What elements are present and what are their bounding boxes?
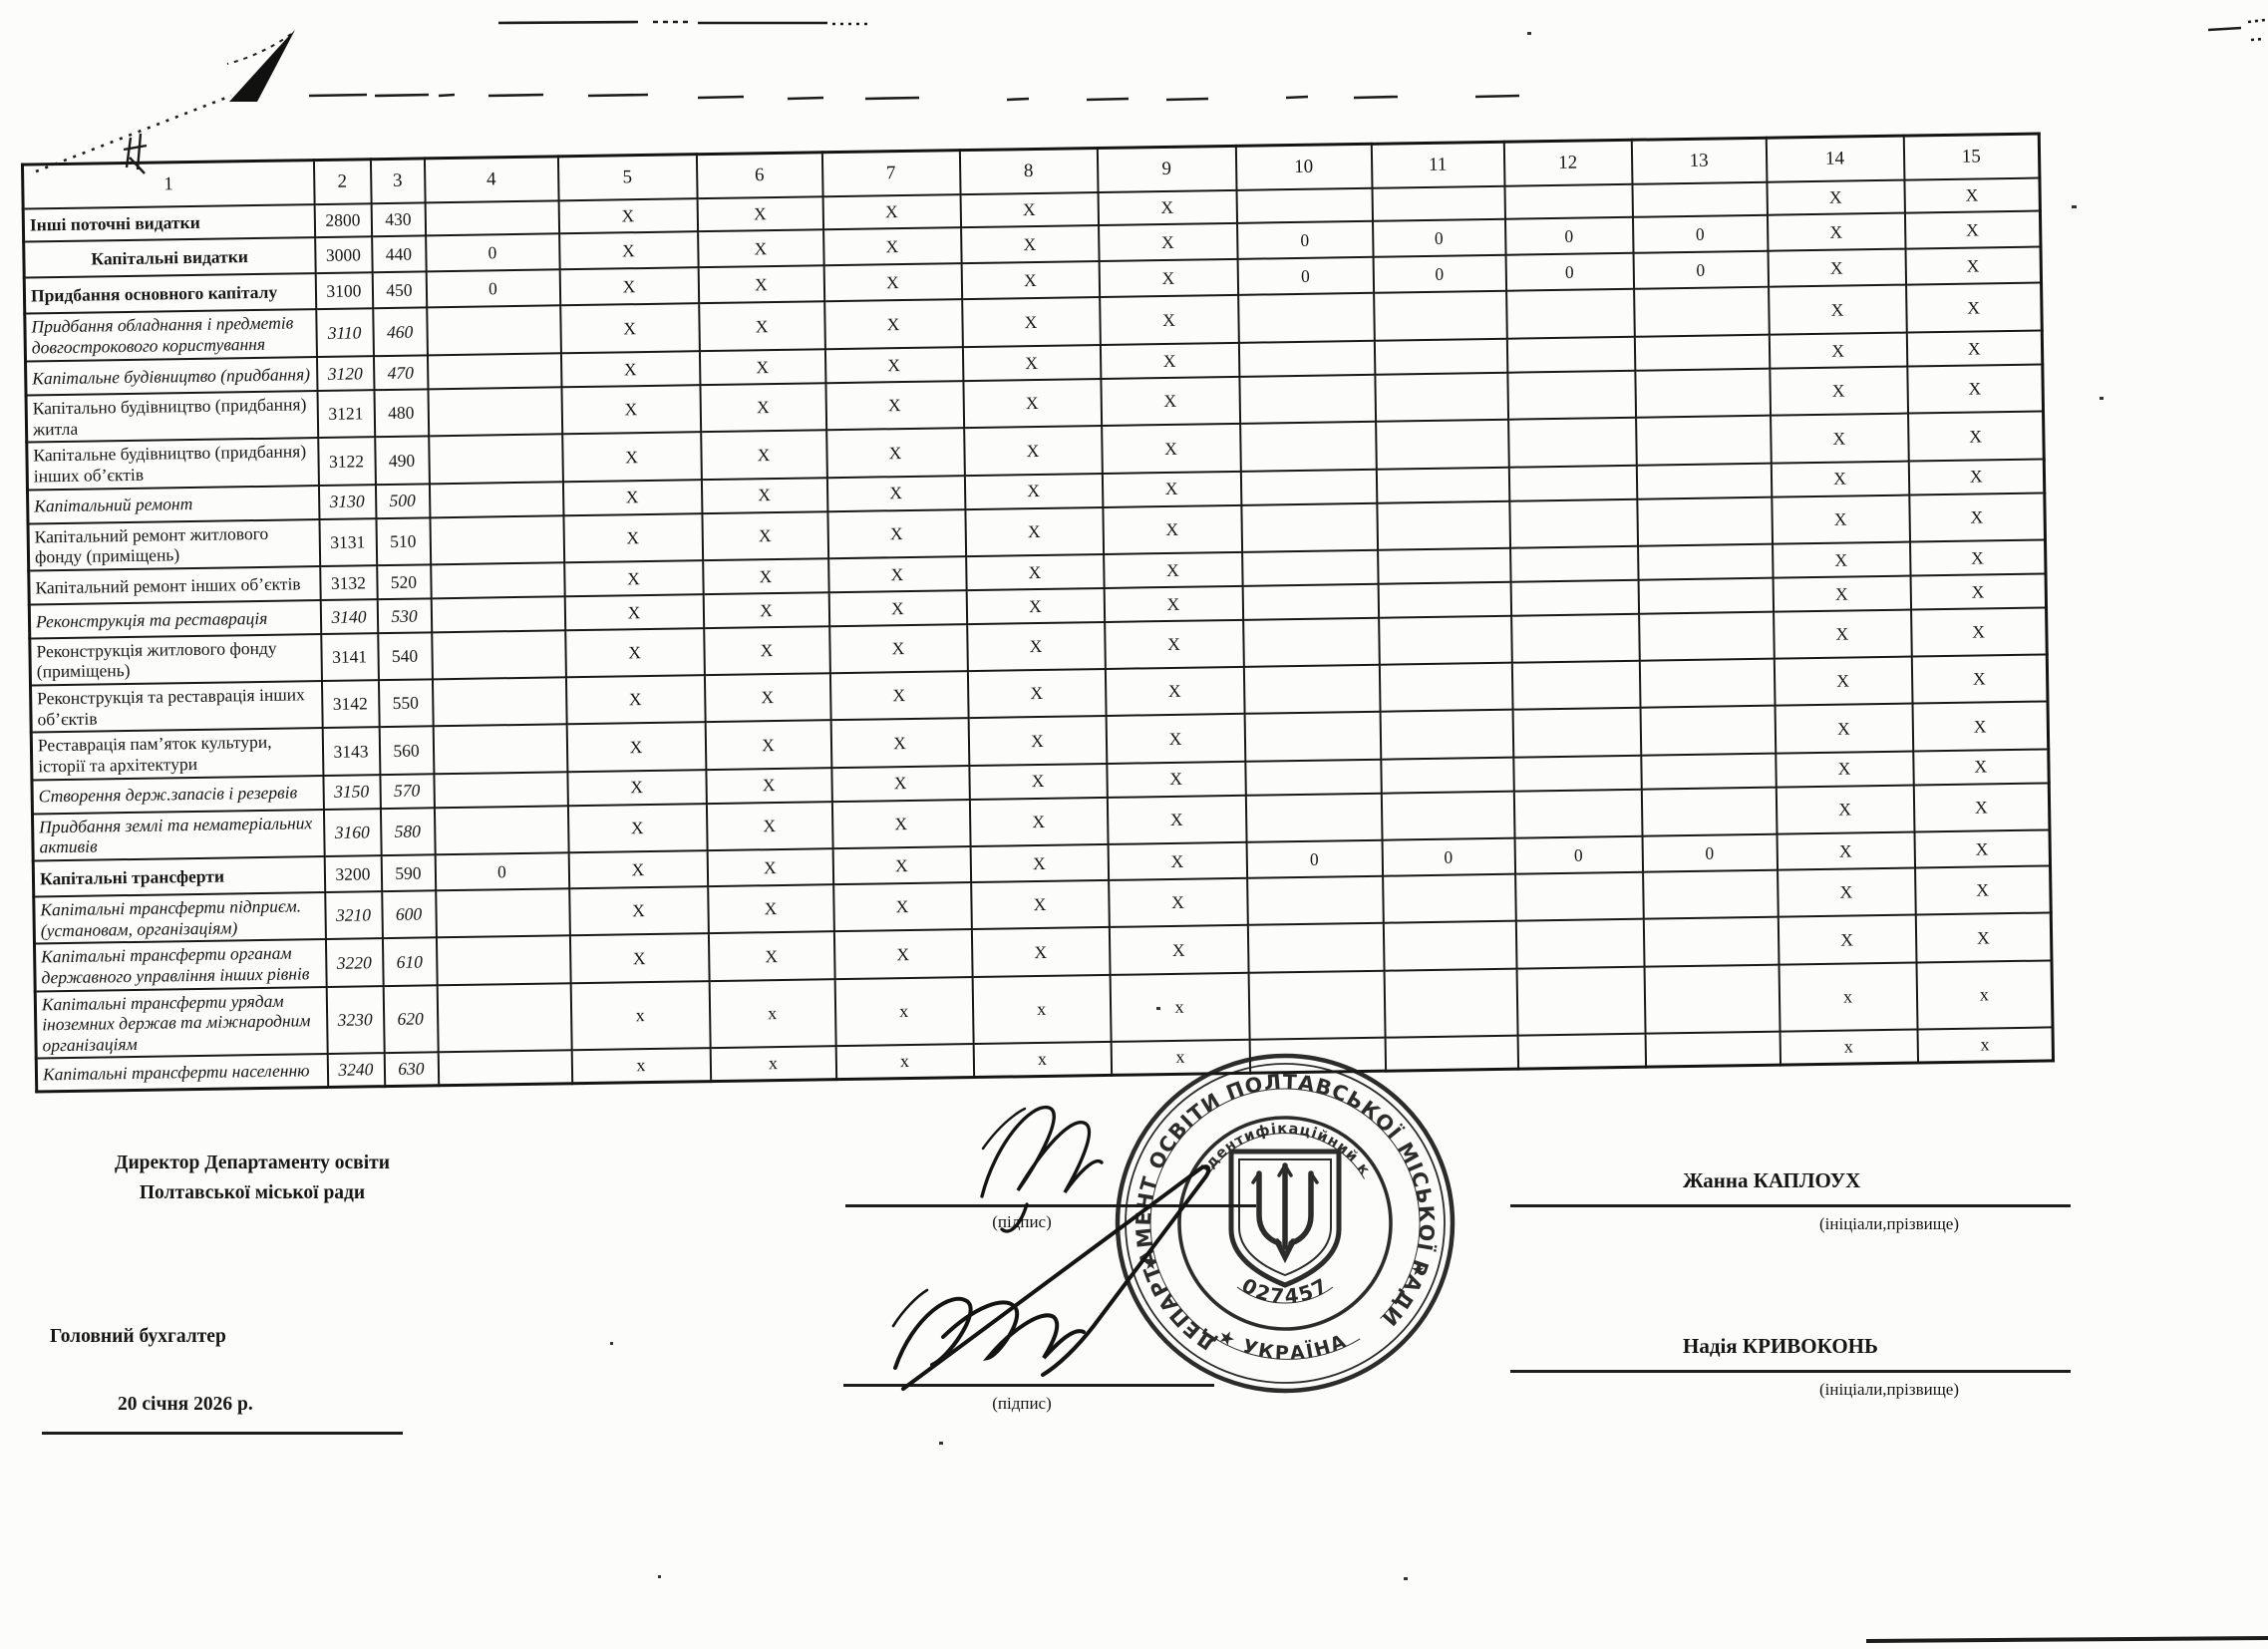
trident-icon (1251, 1162, 1319, 1264)
podpys-caption-1: (підпис) (992, 1212, 1052, 1231)
date-underline (42, 1432, 403, 1435)
director-title-line1: Директор Департаменту освіти (115, 1153, 390, 1173)
svg-text:★: ★ (1411, 1260, 1425, 1279)
stamp-stars: ★ ★ (1143, 1254, 1425, 1279)
signature-line-1 (845, 1204, 1256, 1207)
specks (610, 32, 2104, 1580)
stamp-inner-ring (1177, 1116, 1393, 1331)
director-title: Директор Департаменту освіти Полтавської… (78, 1149, 427, 1208)
official-stamp: ДЕПАРТАМЕНТ ОСВІТИ ПОЛТАВСЬКОЇ МІСЬКОЇ Р… (1086, 1024, 1456, 1394)
initials-caption-2: (ініціали,прізвище) (1818, 1380, 1959, 1399)
date-label: 20 січня 2026 р. (118, 1394, 253, 1415)
bottom-right-line (1865, 1636, 2268, 1643)
initials-caption-1: (ініціали,прізвище) (1818, 1214, 1959, 1233)
signature-line-2 (843, 1384, 1214, 1387)
name-underline-2 (1510, 1370, 2071, 1373)
pen-wedge-mark (229, 30, 295, 102)
director-title-line2: Полтавської міської ради (139, 1182, 366, 1204)
svg-text:★: ★ (1143, 1254, 1157, 1273)
pen-dotted-tip (226, 33, 292, 65)
accountant-title: Головний бухгалтер (50, 1326, 226, 1347)
signature-stroke-2 (891, 1164, 1211, 1391)
podpys-caption-2: (підпис) (992, 1394, 1052, 1413)
name-kryvokon: Надія КРИВОКОНЬ (1683, 1334, 1878, 1358)
top-dash-artifacts (308, 18, 2266, 102)
name-underline-1 (1510, 1204, 2071, 1207)
pen-glyph (123, 133, 148, 174)
signature-stroke-1 (980, 1106, 1104, 1233)
stamp-outer-ring (1115, 1053, 1456, 1394)
name-kaplouch: Жанна КАПЛОУХ (1683, 1168, 1861, 1192)
trident-shield (1228, 1149, 1342, 1288)
